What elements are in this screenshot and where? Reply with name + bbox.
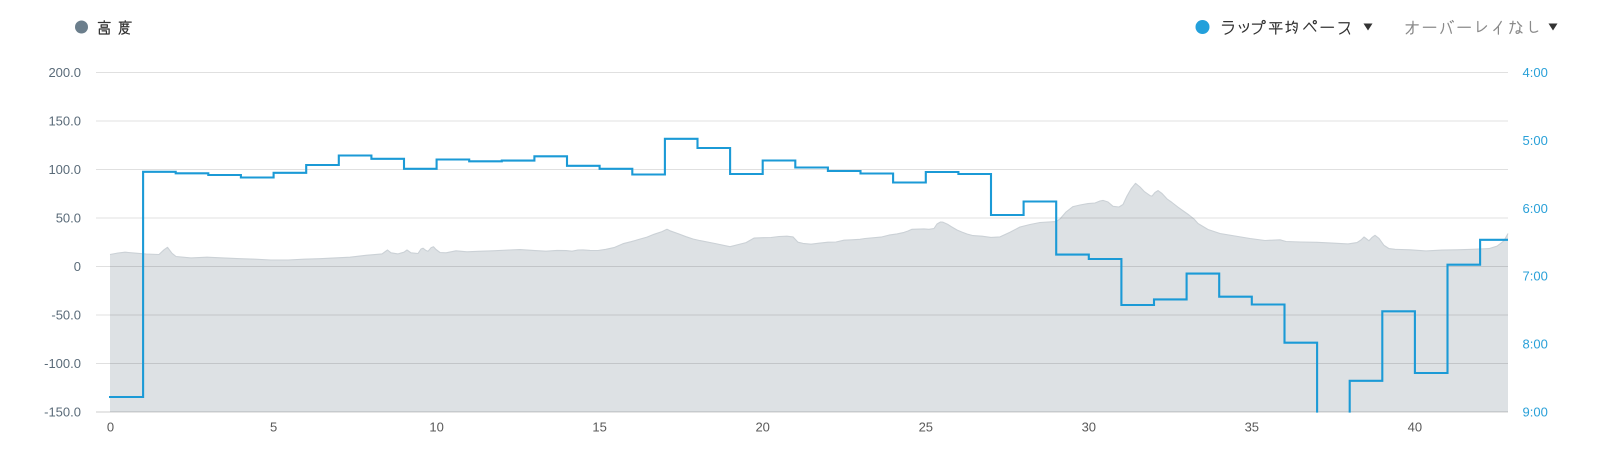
svg-text:200.0: 200.0 xyxy=(48,65,81,80)
svg-text:15: 15 xyxy=(592,420,606,435)
svg-text:7:00: 7:00 xyxy=(1523,269,1548,284)
svg-text:150.0: 150.0 xyxy=(48,114,81,129)
svg-text:25: 25 xyxy=(919,420,933,435)
svg-text:5: 5 xyxy=(270,420,277,435)
svg-text:50.0: 50.0 xyxy=(56,211,81,226)
svg-text:100.0: 100.0 xyxy=(48,162,81,177)
svg-text:-100.0: -100.0 xyxy=(44,356,81,371)
svg-text:4:00: 4:00 xyxy=(1523,65,1548,80)
svg-text:10: 10 xyxy=(429,420,443,435)
svg-text:40: 40 xyxy=(1408,420,1422,435)
svg-text:8:00: 8:00 xyxy=(1523,337,1548,352)
svg-text:20: 20 xyxy=(755,420,769,435)
svg-text:0: 0 xyxy=(74,259,81,274)
svg-text:9:00: 9:00 xyxy=(1523,405,1548,420)
svg-text:35: 35 xyxy=(1245,420,1259,435)
svg-text:-50.0: -50.0 xyxy=(51,308,81,323)
svg-text:30: 30 xyxy=(1082,420,1096,435)
svg-text:6:00: 6:00 xyxy=(1523,201,1548,216)
svg-text:0: 0 xyxy=(107,420,114,435)
svg-text:5:00: 5:00 xyxy=(1523,133,1548,148)
svg-text:-150.0: -150.0 xyxy=(44,405,81,420)
